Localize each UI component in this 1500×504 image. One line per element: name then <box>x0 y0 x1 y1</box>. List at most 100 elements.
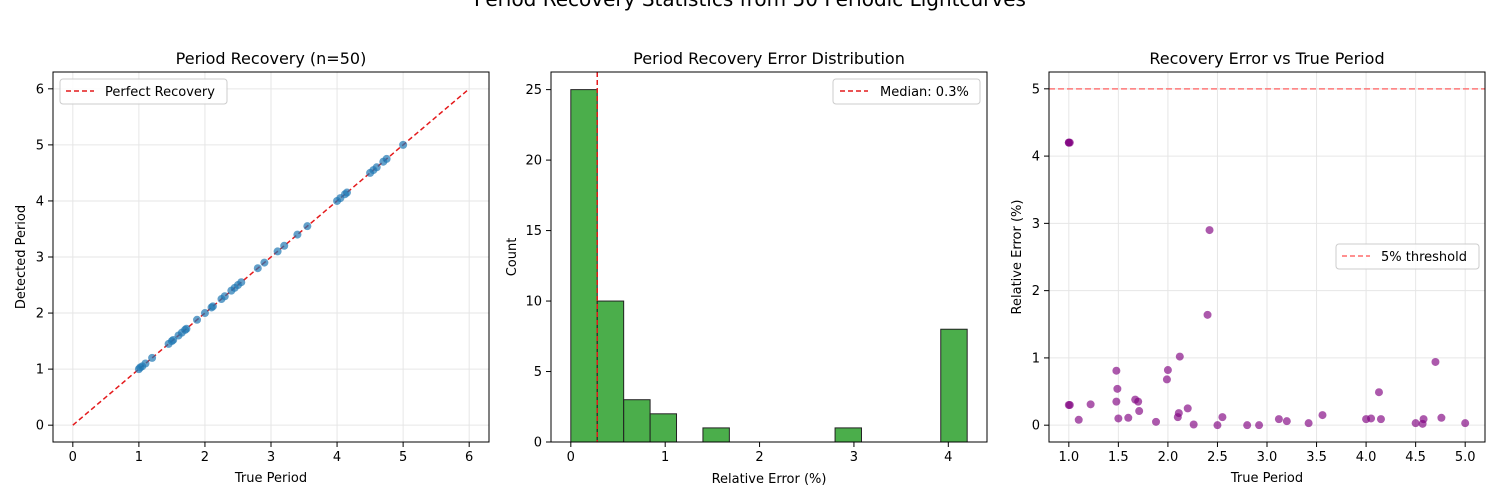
scatter-point <box>169 335 178 344</box>
scatter-point <box>1461 419 1470 428</box>
panel2-xtick-label: 3.5 <box>1306 450 1327 465</box>
histogram-bar <box>834 427 862 443</box>
panel0-ytick-label: 5 <box>36 138 44 153</box>
panel0-xtick-label: 3 <box>267 450 275 465</box>
scatter-point <box>1203 310 1212 319</box>
panel0-xtick-label: 1 <box>135 450 143 465</box>
scatter-point <box>293 230 302 239</box>
panel1-points <box>134 140 408 374</box>
panel1-xtick-label: 4 <box>944 450 952 465</box>
histogram-bar <box>702 427 730 443</box>
panel-period-recovery: Period Recovery (n=50) 0 1 2 3 4 5 6 0 1 2 3 4 5 6 Tr… <box>14 49 490 486</box>
panel2-xtick-label: 1.5 <box>1108 450 1129 465</box>
scatter-point <box>220 292 229 301</box>
scatter-point <box>1183 404 1192 413</box>
panel0-xtick-label: 2 <box>201 450 209 465</box>
scatter-point <box>1419 415 1428 424</box>
panel0-xtick-label: 0 <box>69 450 77 465</box>
panel0-ytick-label: 6 <box>36 82 44 97</box>
scatter-point <box>1189 420 1198 429</box>
panel1-legend-label: Perfect Recovery <box>105 85 215 100</box>
panel1-ytick-label: 25 <box>525 83 542 98</box>
panel2-legend-box <box>832 78 981 105</box>
scatter-point <box>1175 352 1184 361</box>
panel1-ytick-label: 5 <box>534 365 542 380</box>
panel1-xtick-label: 1 <box>661 450 669 465</box>
panel2-ticks: 0 1 2 3 4 0 5 10 15 20 25 <box>525 83 952 465</box>
scatter-point <box>1318 411 1327 420</box>
scatter-point <box>141 359 150 368</box>
panel2-ytick-label: 1 <box>1032 351 1040 366</box>
panel1-title: Period Recovery (n=50) <box>176 49 367 68</box>
panel1-legend: Perfect Recovery <box>59 78 228 105</box>
panel-error-distribution: Period Recovery Error Distribution 0 1 2 3 4… <box>505 49 988 487</box>
panel3-points <box>1064 138 1470 430</box>
panel0-ytick-label: 4 <box>36 194 44 209</box>
panel2-ytick-label: 0 <box>1032 419 1040 434</box>
scatter-point <box>148 353 157 362</box>
scatter-point <box>1134 397 1143 406</box>
scatter-point <box>382 154 391 163</box>
scatter-point <box>1135 407 1144 416</box>
scatter-point <box>1437 413 1446 422</box>
scatter-point <box>1274 415 1283 424</box>
scatter-point <box>1374 388 1383 397</box>
panel2-xtick-label: 1.0 <box>1058 450 1079 465</box>
scatter-point <box>1367 414 1376 423</box>
scatter-point <box>1163 366 1172 375</box>
panel0-ytick-label: 3 <box>36 251 44 266</box>
panel1-legend-box <box>59 78 228 105</box>
panel2-xtick-label: 2.0 <box>1158 450 1179 465</box>
panel1-ytick-label: 20 <box>525 154 542 169</box>
panel1-ytick-label: 10 <box>525 295 542 310</box>
panel3-grid <box>1049 72 1485 442</box>
scatter-point <box>1113 384 1122 393</box>
scatter-point <box>1074 415 1083 424</box>
scatter-point <box>193 315 202 324</box>
panel-error-vs-period: Recovery Error vs True Period 1.0 1.5 2.0 2… <box>1010 49 1486 486</box>
panel2-xlabel: Relative Error (%) <box>712 472 827 487</box>
figure-suptitle: Period Recovery Statistics from 50 Perio… <box>474 0 1026 11</box>
scatter-point <box>1255 421 1264 430</box>
panel2-histogram-bars <box>570 89 968 443</box>
scatter-point <box>1112 397 1121 406</box>
scatter-point <box>1065 401 1074 409</box>
panel1-ytick-label: 15 <box>525 224 542 239</box>
scatter-point <box>1152 417 1161 426</box>
panel2-xtick-label: 3.0 <box>1257 450 1278 465</box>
scatter-point <box>1431 357 1440 366</box>
scatter-point <box>1304 419 1313 428</box>
panel2-legend: Median: 0.3% <box>832 78 981 105</box>
scatter-point <box>237 278 246 287</box>
panel3-title: Recovery Error vs True Period <box>1149 49 1384 68</box>
panel2-ytick-label: 3 <box>1032 217 1040 232</box>
panel0-xtick-label: 6 <box>465 450 473 465</box>
scatter-point <box>1243 421 1252 430</box>
scatter-point <box>1213 421 1222 430</box>
scatter-point <box>1162 375 1171 384</box>
panel2-ylabel: Count <box>505 238 520 277</box>
panel1-xlabel: True Period <box>234 471 307 486</box>
panel1-ticks: 0 1 2 3 4 5 6 0 1 2 3 4 5 6 <box>36 82 474 465</box>
panel3-legend-label: 5% threshold <box>1381 250 1467 265</box>
histogram-bar <box>596 300 625 443</box>
scatter-point <box>1114 414 1123 423</box>
scatter-point <box>1282 417 1291 426</box>
scatter-point <box>1174 409 1183 418</box>
histogram-bar <box>570 89 598 443</box>
histogram-bar <box>623 399 651 443</box>
panel2-xtick-label: 4.5 <box>1405 450 1426 465</box>
scatter-point <box>260 258 269 267</box>
scatter-point <box>372 163 381 172</box>
panel2-xtick-label: 5.0 <box>1455 450 1476 465</box>
scatter-point <box>1376 415 1385 424</box>
scatter-point <box>182 324 191 333</box>
scatter-point <box>208 302 217 311</box>
panel1-ylabel: Detected Period <box>14 205 29 309</box>
scatter-point <box>1205 226 1214 235</box>
histogram-bar <box>649 413 678 443</box>
panel0-ytick-label: 2 <box>36 307 44 322</box>
panel0-xtick-label: 5 <box>399 450 407 465</box>
panel3-xlabel: True Period <box>1230 471 1303 486</box>
scatter-point <box>273 247 282 256</box>
